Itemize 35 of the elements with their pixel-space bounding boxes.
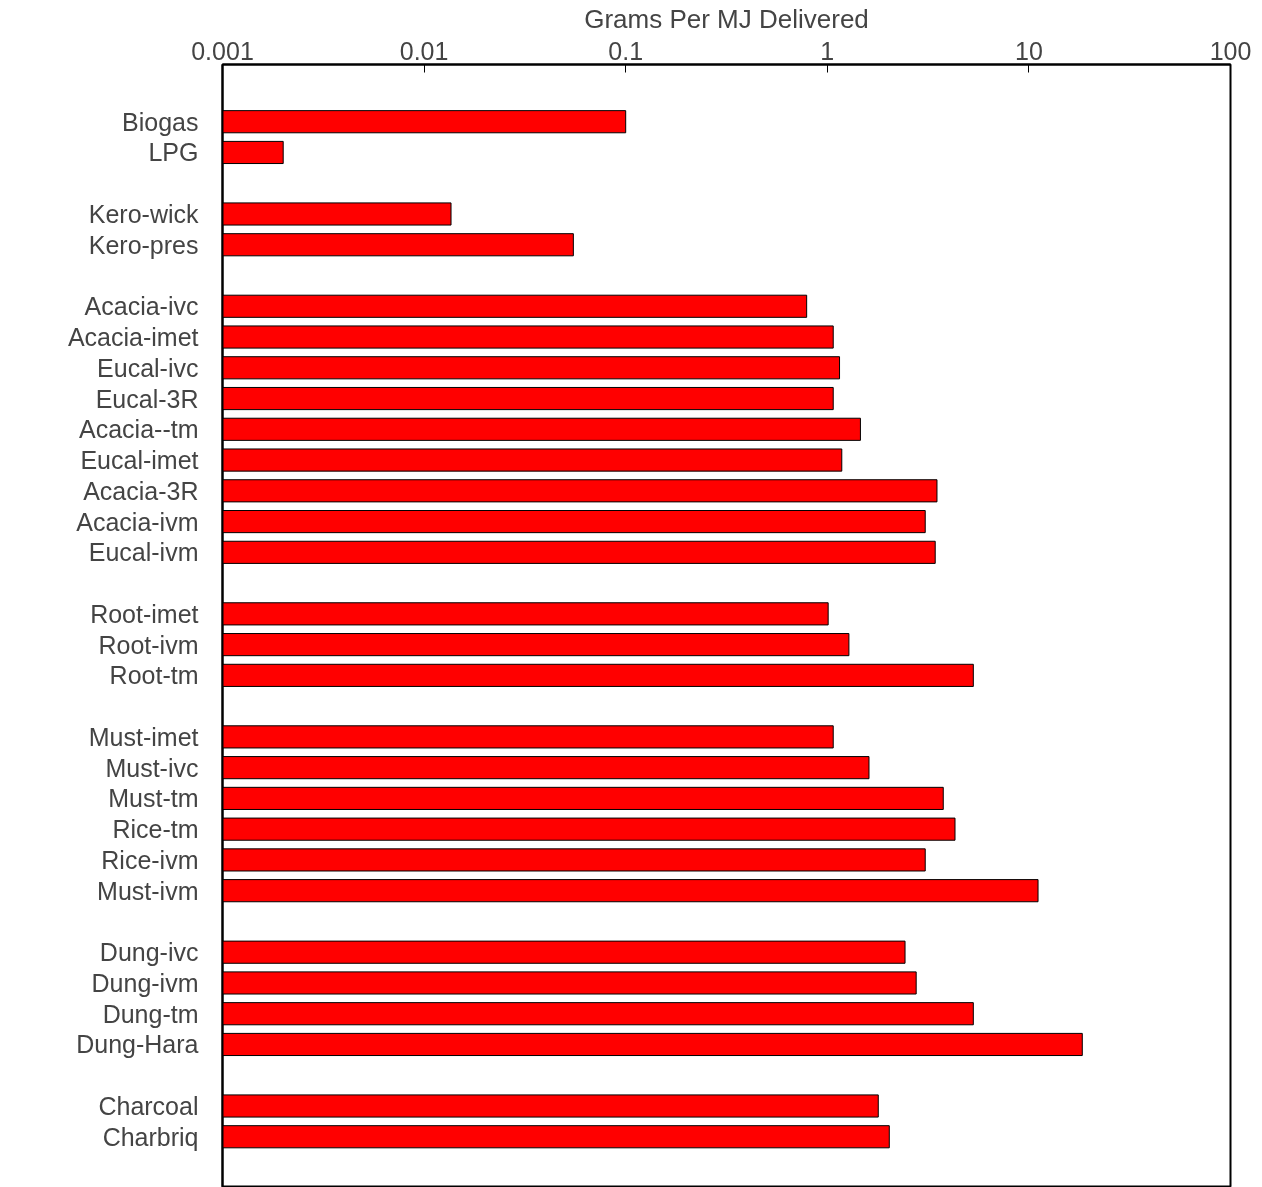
y-tick-label: Must-tm (108, 784, 199, 813)
y-tick-label: Acacia-3R (83, 476, 199, 505)
x-axis-title: Grams Per MJ Delivered (584, 3, 869, 34)
y-tick-label: Acacia--tm (79, 415, 199, 444)
y-tick-label: Must-imet (88, 722, 199, 751)
x-tick-label: 10 (1015, 36, 1043, 65)
x-tick-label: 0.001 (191, 36, 254, 65)
y-tick-label: Kero-pres (88, 230, 199, 259)
y-tick-label: Rice-tm (112, 815, 199, 844)
y-tick-label: Must-ivc (105, 753, 199, 782)
y-tick-label: Root-imet (90, 599, 199, 628)
y-tick-label: Biogas (122, 107, 199, 136)
x-tick-label: 0.1 (608, 36, 644, 65)
y-tick-label: Charcoal (98, 1091, 199, 1120)
x-tick-label: 1 (820, 36, 835, 65)
y-tick-label: Rice-ivm (101, 845, 199, 874)
y-tick-label: Acacia-imet (67, 323, 199, 352)
y-tick-label: Eucal-ivm (88, 538, 199, 567)
y-tick-label: Dung-tm (102, 999, 199, 1028)
y-tick-label: Must-ivm (97, 876, 199, 905)
y-tick-label: LPG (148, 138, 199, 167)
y-tick-label: Eucal-3R (95, 384, 199, 413)
x-tick-label: 100 (1209, 36, 1252, 65)
y-tick-label: Root-ivm (98, 630, 199, 659)
y-tick-label: Eucal-imet (80, 446, 199, 475)
y-tick-label: Acacia-ivc (84, 292, 199, 321)
y-tick-label: Root-tm (109, 661, 199, 690)
y-tick-label: Charbriq (102, 1122, 199, 1151)
y-tick-label: Acacia-ivm (76, 507, 199, 536)
x-tick-label: 0.01 (399, 36, 449, 65)
y-tick-label: Dung-ivm (91, 968, 199, 997)
y-tick-label: Dung-Hara (76, 1030, 199, 1059)
y-tick-label: Dung-ivc (99, 938, 199, 967)
y-tick-label: Eucal-ivc (97, 353, 199, 382)
y-tick-label: Kero-wick (88, 199, 199, 228)
